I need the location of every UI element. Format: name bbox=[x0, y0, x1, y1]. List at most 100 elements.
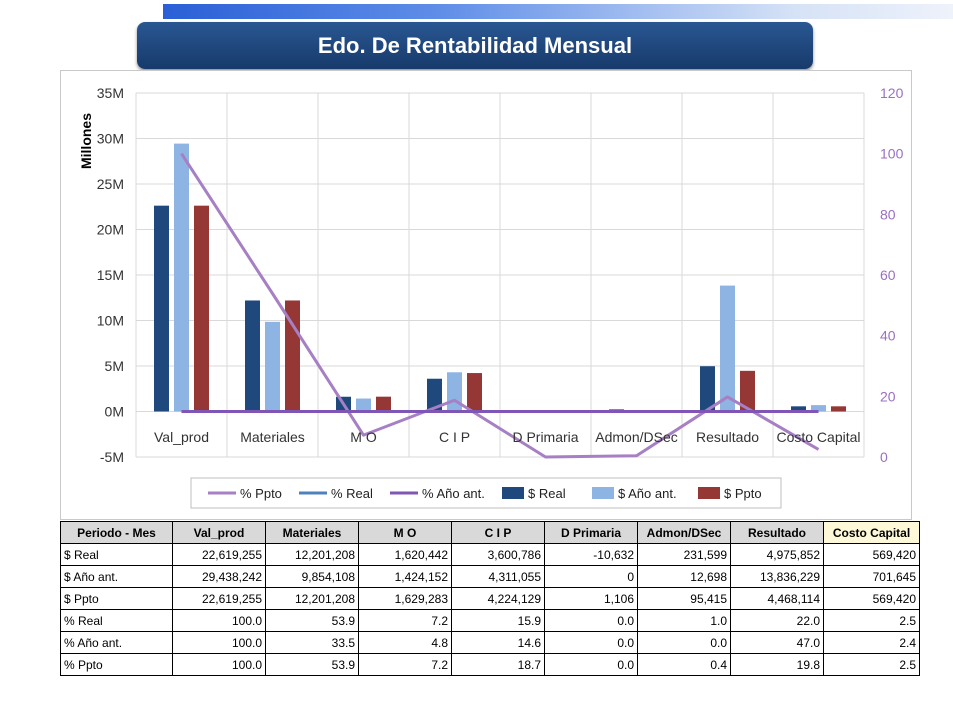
category-label: Costo Capital bbox=[776, 429, 860, 445]
table-cell: 15.9 bbox=[451, 609, 545, 632]
table-cell: 0 bbox=[544, 565, 638, 588]
y2-tick-label: 80 bbox=[880, 206, 896, 222]
row-label: % Año ant. bbox=[60, 631, 173, 654]
table-cell: 13,836,229 bbox=[730, 565, 824, 588]
category-label: Admon/DSec bbox=[595, 429, 677, 445]
bar bbox=[700, 366, 715, 412]
table-row: % Año ant. 100.0 33.5 4.8 14.6 0.0 0.0 47.0 2.4 bbox=[60, 631, 920, 654]
row-label: $ Real bbox=[60, 543, 173, 566]
table-cell: 569,420 bbox=[823, 587, 920, 610]
y2-tick-label: 40 bbox=[880, 328, 896, 344]
table-cell: 4,311,055 bbox=[451, 565, 545, 588]
table-cell: 22,619,255 bbox=[172, 543, 266, 566]
top-decorative-bar bbox=[163, 4, 953, 19]
table-cell: 100.0 bbox=[172, 653, 266, 676]
table-cell: 2.5 bbox=[823, 609, 920, 632]
page-title: Edo. De Rentabilidad Mensual bbox=[137, 22, 813, 69]
legend-label: % Año ant. bbox=[422, 486, 485, 501]
table-cell: 7.2 bbox=[358, 609, 452, 632]
table-cell: 100.0 bbox=[172, 609, 266, 632]
table-row: $ Ppto 22,619,255 12,201,208 1,629,283 4,224… bbox=[60, 587, 920, 610]
table-cell: 4,224,129 bbox=[451, 587, 545, 610]
legend-bar-swatch bbox=[698, 487, 720, 499]
bar bbox=[265, 321, 280, 412]
table-cell: -10,632 bbox=[544, 543, 638, 566]
table-cell: 14.6 bbox=[451, 631, 545, 654]
table-cell: 12,201,208 bbox=[265, 587, 359, 610]
bar bbox=[720, 285, 735, 412]
table-cell: 19.8 bbox=[730, 653, 824, 676]
row-label: $ Año ant. bbox=[60, 565, 173, 588]
legend-label: $ Ppto bbox=[724, 486, 762, 501]
table-cell: 569,420 bbox=[823, 543, 920, 566]
y-tick-label: 10M bbox=[97, 313, 124, 329]
y2-tick-label: 60 bbox=[880, 267, 896, 283]
rentabilidad-chart: 35M 30M 25M 20M 15M 10M 5M 0M -5M 120 100 80 60 40 20 0… bbox=[78, 85, 904, 509]
bar bbox=[427, 378, 442, 412]
chart-area: 35M 30M 25M 20M 15M 10M 5M 0M -5M 120 100 80 60 40 20 0… bbox=[60, 70, 912, 520]
y-tick-label: 35M bbox=[97, 85, 124, 101]
y2-tick-label: 120 bbox=[880, 85, 904, 101]
table-cell: 0.0 bbox=[544, 653, 638, 676]
legend-bar-swatch bbox=[592, 487, 614, 499]
y-tick-label: 25M bbox=[97, 176, 124, 192]
table-cell: 1,629,283 bbox=[358, 587, 452, 610]
table-header-cell: C I P bbox=[451, 521, 545, 544]
legend-label: $ Año ant. bbox=[618, 486, 677, 501]
bar bbox=[174, 143, 189, 412]
bar bbox=[811, 405, 826, 412]
category-label: M O bbox=[350, 429, 377, 445]
bar bbox=[245, 300, 260, 412]
legend-label: % Ppto bbox=[240, 486, 282, 501]
y2-tick-label: 20 bbox=[880, 388, 896, 404]
table-row: % Real 100.0 53.9 7.2 15.9 0.0 1.0 22.0 2.5 bbox=[60, 609, 920, 632]
y-tick-label: -5M bbox=[100, 449, 124, 465]
table-header-cell: Resultado bbox=[730, 521, 824, 544]
series-line bbox=[180, 152, 820, 459]
y-tick-label: 30M bbox=[97, 131, 124, 147]
y2-tick-label: 100 bbox=[880, 146, 904, 162]
table-cell: 9,854,108 bbox=[265, 565, 359, 588]
table-cell: 1,106 bbox=[544, 587, 638, 610]
bar bbox=[194, 205, 209, 412]
table-cell: 33.5 bbox=[265, 631, 359, 654]
legend-label: % Real bbox=[331, 486, 373, 501]
row-label: % Ppto bbox=[60, 653, 173, 676]
table-cell: 0.0 bbox=[544, 609, 638, 632]
table-cell: 53.9 bbox=[265, 653, 359, 676]
table-header-cell: Admon/DSec bbox=[637, 521, 731, 544]
table-cell: 1,620,442 bbox=[358, 543, 452, 566]
table-row: % Ppto 100.0 53.9 7.2 18.7 0.0 0.4 19.8 2.5 bbox=[60, 653, 920, 676]
y-tick-label: 5M bbox=[105, 358, 124, 374]
legend-box bbox=[190, 477, 782, 509]
table-cell: 2.4 bbox=[823, 631, 920, 654]
y-tick-label: 15M bbox=[97, 267, 124, 283]
table-header-cell: Periodo - Mes bbox=[60, 521, 173, 544]
table-cell: 22.0 bbox=[730, 609, 824, 632]
bar bbox=[740, 370, 755, 412]
table-cell: 4,975,852 bbox=[730, 543, 824, 566]
bar bbox=[376, 396, 391, 412]
bar bbox=[154, 205, 169, 412]
table-cell: 22,619,255 bbox=[172, 587, 266, 610]
category-label: Materiales bbox=[240, 429, 305, 445]
table-cell: 3,600,786 bbox=[451, 543, 545, 566]
y-axis-label: Millones bbox=[78, 113, 94, 169]
table-cell: 1.0 bbox=[637, 609, 731, 632]
table-cell: 0.0 bbox=[637, 631, 731, 654]
table-cell: 701,645 bbox=[823, 565, 920, 588]
table-header-cell: Materiales bbox=[265, 521, 359, 544]
category-label: D Primaria bbox=[512, 429, 578, 445]
legend-label: $ Real bbox=[528, 486, 566, 501]
table-cell: 0.4 bbox=[637, 653, 731, 676]
table-cell: 47.0 bbox=[730, 631, 824, 654]
table-cell: 4.8 bbox=[358, 631, 452, 654]
table-cell: 0.0 bbox=[544, 631, 638, 654]
table-cell: 53.9 bbox=[265, 609, 359, 632]
table-cell: 29,438,242 bbox=[172, 565, 266, 588]
table-header-cell: Val_prod bbox=[172, 521, 266, 544]
table-row: $ Año ant. 29,438,242 9,854,108 1,424,152 4,… bbox=[60, 565, 920, 588]
y-tick-label: 20M bbox=[97, 222, 124, 238]
table-header-cell: Costo Capital bbox=[823, 521, 920, 544]
